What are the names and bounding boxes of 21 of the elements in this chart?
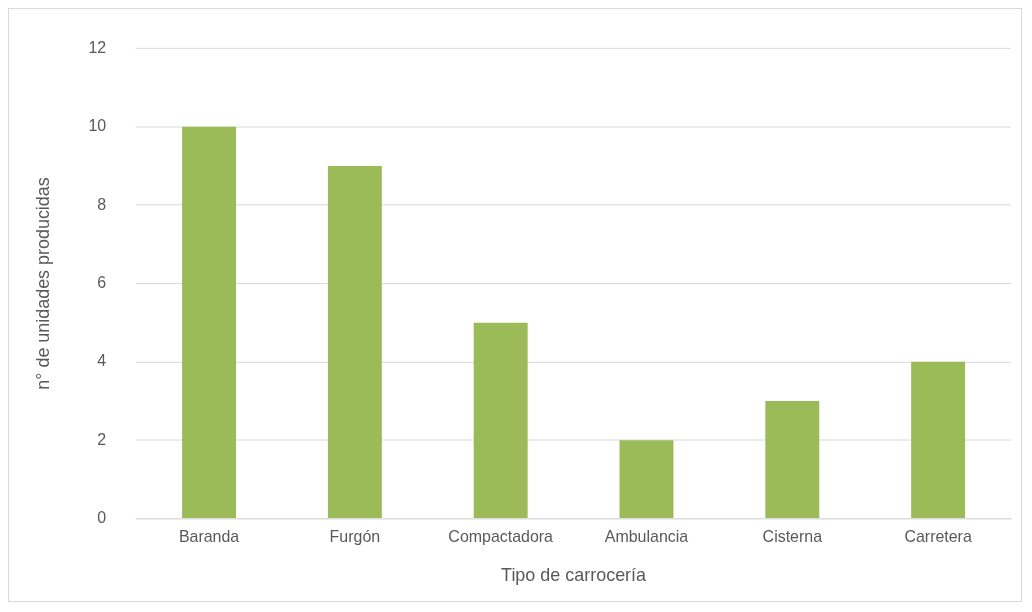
x-tick-label: Compactadora	[448, 528, 554, 546]
y-tick-label: 0	[97, 508, 107, 526]
y-axis-title: n° de unidades producidas	[32, 177, 53, 390]
y-tick-label: 4	[97, 352, 107, 370]
x-tick-label: Ambulancia	[604, 528, 689, 546]
bar	[473, 322, 528, 518]
x-tick-label: Carretera	[904, 528, 972, 546]
y-tick-label: 2	[97, 430, 107, 448]
bar	[765, 400, 820, 518]
x-tick-label: Furgón	[329, 528, 381, 546]
x-axis-title: Tipo de carrocería	[501, 565, 647, 586]
x-tick-label: Cisterna	[762, 528, 823, 546]
bar	[327, 165, 382, 518]
y-tick-label: 10	[88, 117, 107, 135]
y-tick-label: 12	[88, 38, 107, 56]
bar	[619, 440, 674, 518]
y-tick-label: 8	[97, 195, 107, 213]
y-tick-label: 6	[97, 273, 107, 291]
bar	[911, 361, 966, 518]
bar	[182, 126, 237, 518]
x-tick-label: Baranda	[178, 528, 240, 546]
